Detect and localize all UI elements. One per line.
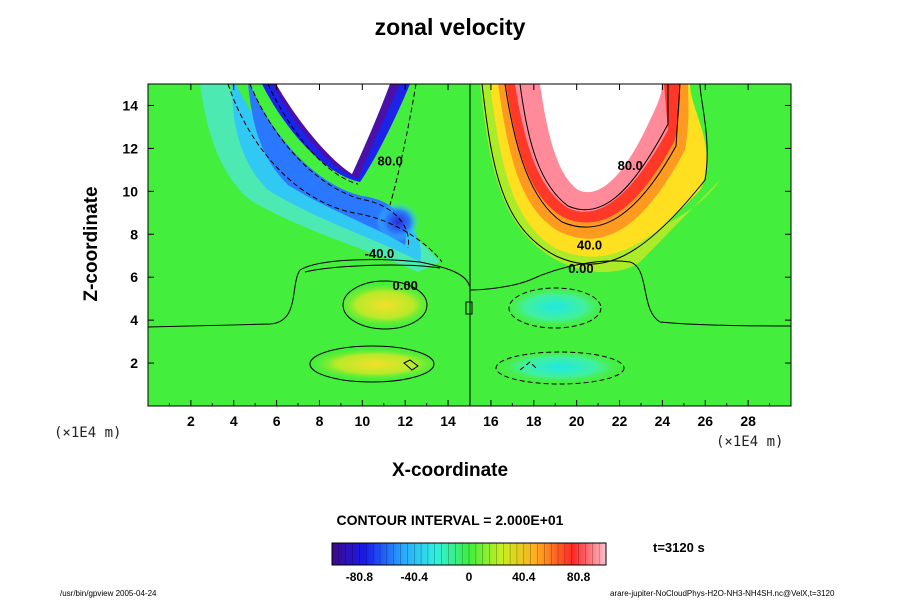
- x-tick-label: 4: [230, 413, 238, 429]
- velocity-field: [148, 84, 791, 406]
- x-tick-label: 28: [740, 413, 756, 429]
- footer-right: arare-jupiter-NoCloudPhys-H2O-NH3-NH4SH.…: [610, 589, 835, 598]
- y-tick-label: 14: [122, 97, 138, 113]
- contour-label: 0.00: [393, 278, 418, 293]
- colorbar-tick-label: 40.4: [512, 570, 536, 584]
- x-tick-label: 16: [483, 413, 499, 429]
- colorbar-bar: [331, 542, 607, 566]
- colorbar-tick-label: 0: [466, 570, 473, 584]
- x-tick-label: 18: [526, 413, 542, 429]
- x-tick-label: 12: [397, 413, 413, 429]
- y-tick-label: 12: [122, 140, 138, 156]
- contour-label: 0.00: [568, 261, 593, 276]
- x-tick-label: 8: [316, 413, 324, 429]
- x-tick-label: 6: [273, 413, 281, 429]
- x-tick-label: 20: [569, 413, 585, 429]
- chart-title: zonal velocity: [374, 14, 526, 40]
- y-tick-label: 10: [122, 183, 138, 199]
- x-axis-unit: (×1E4 m): [716, 434, 784, 450]
- contour-label: 40.0: [577, 237, 602, 252]
- contour-interval-label: CONTOUR INTERVAL = 2.000E+01: [336, 512, 564, 528]
- x-tick-label: 26: [697, 413, 713, 429]
- colorbar-tick-label: -80.8: [346, 570, 374, 584]
- y-tick-label: 4: [130, 312, 138, 328]
- y-axis-unit: (×1E4 m): [54, 425, 122, 441]
- contour-label: 80.0: [378, 154, 403, 169]
- contour-label: -40.0: [365, 246, 395, 261]
- x-tick-label: 2: [187, 413, 195, 429]
- y-axis: 2 4 6 8 10 12 14: [122, 97, 791, 371]
- time-label: t=3120 s: [653, 540, 705, 555]
- x-axis: 2 4 6 8 10 12 14 16 18 20 22 24 26 28: [168, 84, 771, 429]
- footer-left: /usr/bin/gpview 2005-04-24: [60, 589, 157, 598]
- colorbar-ticks: -80.8 -40.4 0 40.4 80.8: [346, 570, 591, 584]
- x-tick-label: 24: [655, 413, 671, 429]
- colorbar-tick-label: -40.4: [401, 570, 429, 584]
- y-tick-label: 2: [130, 355, 138, 371]
- contour-label: 80.0: [618, 158, 643, 173]
- contour-labels: 80.0 -40.0 0.00 80.0 40.0 0.00: [365, 154, 643, 294]
- colorbar-stripes: [338, 543, 600, 565]
- y-axis-label: Z-coordinate: [81, 186, 102, 302]
- x-axis-label: X-coordinate: [391, 460, 509, 481]
- colorbar-tick-label: 80.8: [567, 570, 591, 584]
- x-tick-label: 22: [612, 413, 628, 429]
- x-tick-label: 14: [440, 413, 456, 429]
- x-tick-label: 10: [355, 413, 371, 429]
- y-tick-label: 8: [130, 226, 138, 242]
- y-tick-label: 6: [130, 269, 138, 285]
- colorbar: -80.8 -40.4 0 40.4 80.8: [331, 542, 607, 584]
